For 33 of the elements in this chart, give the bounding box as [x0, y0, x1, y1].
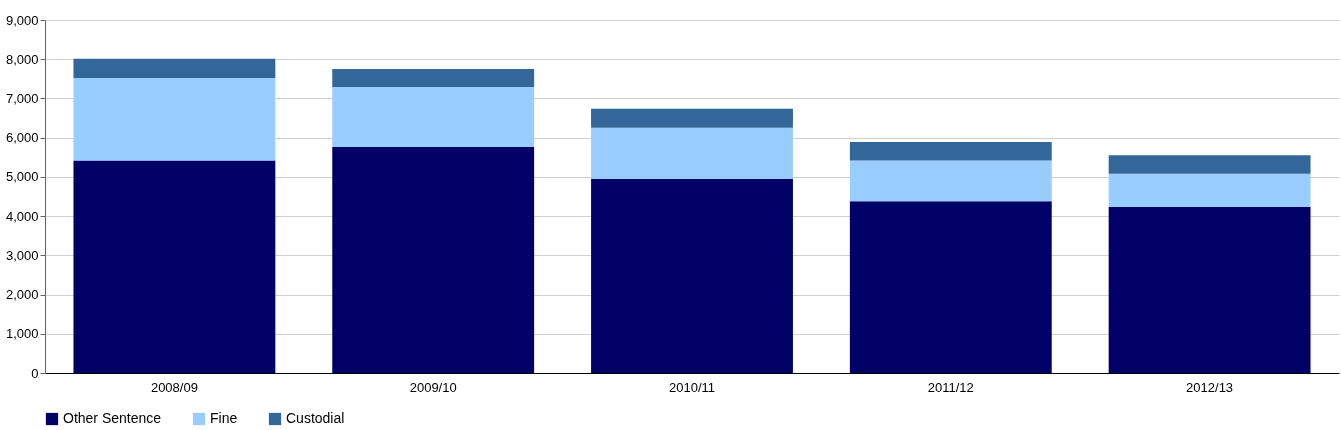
y-tick-label: 2,000	[5, 287, 39, 303]
bar	[332, 147, 535, 373]
y-tick-label: 5,000	[5, 169, 39, 185]
legend-label: Fine	[210, 410, 238, 426]
legend-label: Other Sentence	[63, 410, 162, 426]
y-tick-label: 8,000	[5, 51, 39, 67]
bar	[332, 87, 535, 148]
bar	[73, 78, 276, 161]
y-tick-label: 9,000	[5, 12, 39, 28]
y-tick-label: 1,000	[5, 326, 39, 342]
y-tick-label: 6,000	[5, 130, 39, 146]
y-tick-label: 0	[31, 365, 39, 381]
bar	[591, 178, 793, 373]
bar	[1108, 173, 1311, 208]
y-tick-label: 4,000	[5, 208, 39, 224]
y-tick-label: 3,000	[5, 247, 39, 263]
bar	[591, 108, 793, 128]
bar	[591, 127, 793, 179]
bar	[849, 201, 1052, 373]
x-tick-label: 2012/13	[1186, 379, 1234, 395]
bar	[73, 58, 276, 79]
legend-label: Custodial	[286, 410, 345, 426]
bar	[332, 69, 535, 88]
bar	[73, 160, 276, 373]
bar	[849, 160, 1052, 202]
x-tick-label: 2008/09	[150, 379, 198, 395]
x-tick-label: 2009/10	[409, 379, 457, 395]
x-tick-label: 2011/12	[927, 379, 974, 395]
bar	[1108, 155, 1311, 174]
y-tick-label: 7,000	[5, 90, 39, 106]
x-tick-label: 2010/11	[668, 379, 716, 395]
bar	[849, 141, 1052, 161]
bar	[1108, 207, 1311, 373]
